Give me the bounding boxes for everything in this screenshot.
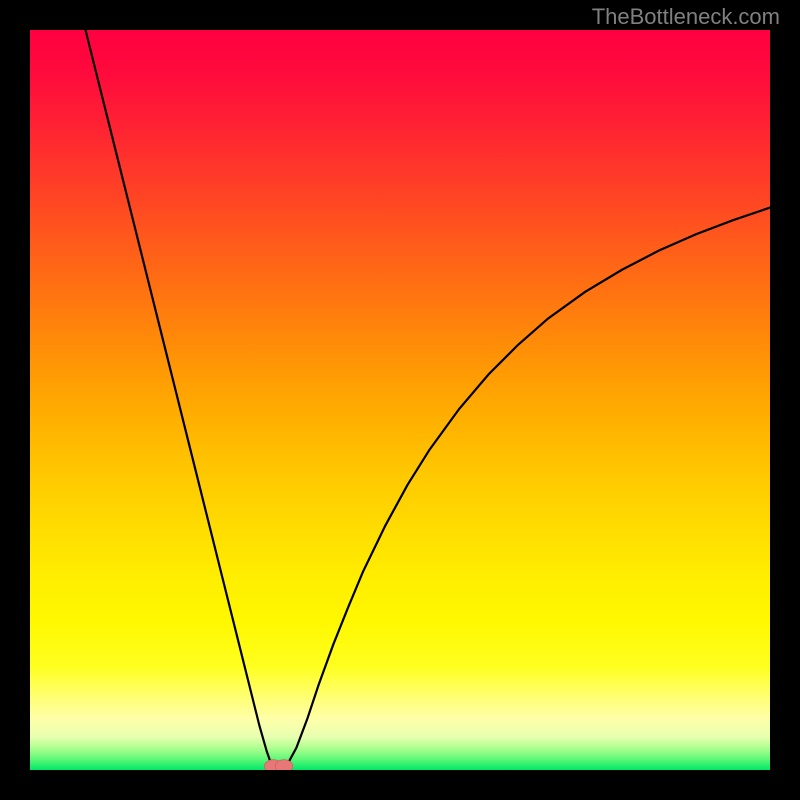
- optimum-marker: [264, 760, 292, 770]
- chart-background: [30, 30, 770, 770]
- chart-svg: [30, 30, 770, 770]
- watermark-text: TheBottleneck.com: [592, 4, 780, 30]
- bottleneck-chart: [30, 30, 770, 770]
